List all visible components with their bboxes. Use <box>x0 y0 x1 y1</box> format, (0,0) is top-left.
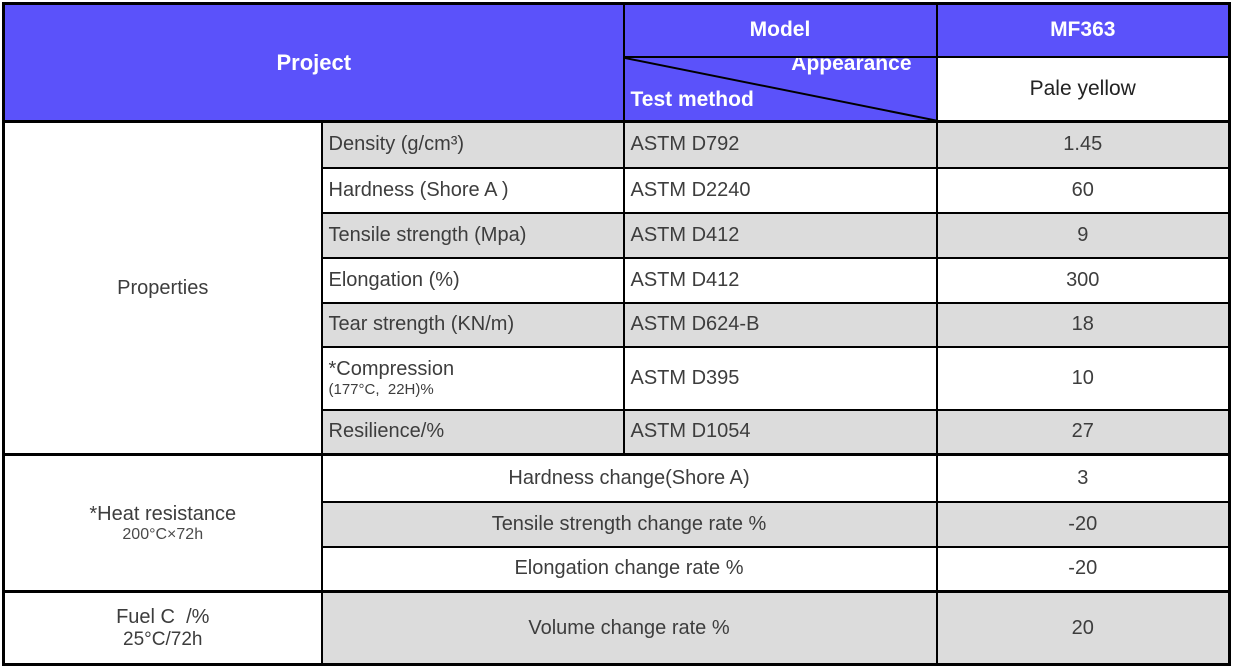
table-row: Tensile strength (Mpa) ASTM D412 9 <box>4 211 1231 259</box>
heat-resistance-main-label: *Heat resistance <box>89 502 237 525</box>
appearance-label: Appearance <box>791 56 912 75</box>
appearance-value-cell: Pale yellow <box>935 55 1231 123</box>
cell-density-name: Density (g/cm³) <box>320 120 625 169</box>
table-row: Tensile strength change rate % -20 <box>4 500 1231 548</box>
properties-group-cell: Properties <box>2 120 323 456</box>
cell-elongation-value: 300 <box>935 256 1231 304</box>
cell-resilience-value: 27 <box>935 408 1231 456</box>
table-row: Appearance Test method Pale yellow <box>4 55 1231 123</box>
cell-tear-name: Tear strength (KN/m) <box>320 301 625 348</box>
header-project-cell: Project <box>2 2 625 123</box>
cell-hardness-name: Hardness (Shore A ) <box>320 166 625 214</box>
diagonal-divider-line <box>625 58 936 121</box>
table-row: Elongation (%) ASTM D412 300 <box>4 256 1231 304</box>
cell-hardness-value: 60 <box>935 166 1231 214</box>
cell-compression-value: 10 <box>935 345 1231 411</box>
header-model-cell: Model <box>622 2 938 58</box>
table-row: Project Model MF363 <box>2 2 1231 123</box>
table-row: Elongation change rate % -20 <box>4 545 1231 593</box>
cell-elongation-method: ASTM D412 <box>622 256 938 304</box>
cell-volume-change-value: 20 <box>935 590 1231 666</box>
cell-tensile-change-name: Tensile strength change rate % <box>320 500 938 548</box>
cell-hardness-method: ASTM D2240 <box>622 166 938 214</box>
table-row: Hardness (Shore A ) ASTM D2240 60 <box>4 166 1231 214</box>
fuel-main-label: Fuel C /% <box>116 606 210 629</box>
cell-elongation-change-name: Elongation change rate % <box>320 545 938 593</box>
cell-tensile-change-value: -20 <box>935 500 1231 548</box>
table-row: Resilience/% ASTM D1054 27 <box>4 408 1231 456</box>
test-method-label: Test method <box>630 88 754 111</box>
table-row: Fuel C /% 25°C/72h Volume change rate % … <box>2 590 1231 666</box>
cell-tensile-method: ASTM D412 <box>622 211 938 259</box>
header-model-value-cell: MF363 <box>935 2 1231 58</box>
compression-sub-label: (177°C, 22H)% <box>328 381 434 399</box>
cell-hardness-change-name: Hardness change(Shore A) <box>320 453 938 503</box>
heat-resistance-group-cell: *Heat resistance 200°C×72h <box>2 453 323 593</box>
cell-density-value: 1.45 <box>935 120 1231 169</box>
header-diagonal-cell: Appearance Test method <box>622 55 938 123</box>
cell-resilience-method: ASTM D1054 <box>622 408 938 456</box>
table-row: Properties Density (g/cm³) ASTM D792 1.4… <box>2 120 1231 456</box>
cell-elongation-change-value: -20 <box>935 545 1231 593</box>
cell-tensile-value: 9 <box>935 211 1231 259</box>
cell-tensile-name: Tensile strength (Mpa) <box>320 211 625 259</box>
cell-volume-change-name: Volume change rate % <box>320 590 938 666</box>
compression-main-label: *Compression <box>328 358 455 381</box>
cell-compression-name: *Compression (177°C, 22H)% <box>320 345 625 411</box>
cell-hardness-change-value: 3 <box>935 453 1231 503</box>
cell-compression-method: ASTM D395 <box>622 345 938 411</box>
cell-tear-method: ASTM D624-B <box>622 301 938 348</box>
cell-resilience-name: Resilience/% <box>320 408 625 456</box>
table-row: *Compression (177°C, 22H)% ASTM D395 10 <box>4 345 1231 411</box>
fuel-sub-label: 25°C/72h <box>123 629 203 651</box>
heat-resistance-sub-label: 200°C×72h <box>122 525 204 543</box>
cell-elongation-name: Elongation (%) <box>320 256 625 304</box>
cell-density-method: ASTM D792 <box>622 120 938 169</box>
fuel-group-cell: Fuel C /% 25°C/72h <box>2 590 323 666</box>
cell-tear-value: 18 <box>935 301 1231 348</box>
table-row: Tear strength (KN/m) ASTM D624-B 18 <box>4 301 1231 348</box>
table-row: *Heat resistance 200°C×72h Hardness chan… <box>2 453 1231 593</box>
